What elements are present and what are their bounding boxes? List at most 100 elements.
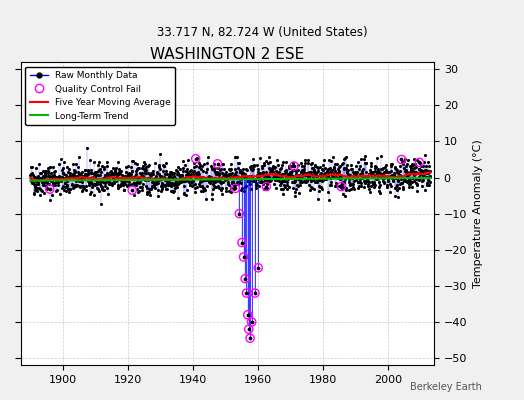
Point (104, 176, 112, 183)
Point (425, 163, 433, 170)
Point (172, 178, 180, 184)
Point (304, 156, 312, 163)
Point (92, 176, 100, 183)
Point (343, 166, 352, 173)
Point (264, 160, 272, 166)
Point (245, 326, 253, 332)
Point (286, 169, 294, 176)
Point (177, 178, 185, 184)
Point (157, 188, 165, 194)
Point (254, 176, 262, 182)
Point (368, 174, 376, 180)
Point (50, 173, 58, 180)
Point (347, 166, 355, 172)
Point (356, 178, 364, 185)
Point (87, 167, 95, 173)
Point (208, 191, 216, 197)
Point (69, 161, 77, 167)
Point (235, 210, 244, 217)
Point (290, 163, 298, 169)
Point (323, 168, 331, 174)
Point (252, 180, 260, 186)
Point (392, 175, 400, 181)
Point (122, 175, 130, 182)
Point (185, 173, 193, 179)
Point (139, 163, 147, 169)
Point (285, 184, 293, 190)
Point (251, 290, 259, 296)
Point (82, 172, 91, 178)
Point (283, 179, 291, 186)
Point (165, 177, 173, 183)
Point (160, 174, 168, 181)
Point (47, 175, 55, 182)
Point (167, 174, 175, 180)
Point (77, 182, 85, 189)
Point (196, 176, 204, 182)
Point (62, 172, 71, 178)
Point (38, 188, 47, 194)
Point (383, 168, 391, 175)
Point (412, 181, 421, 187)
Point (66, 170, 74, 176)
Point (160, 163, 169, 169)
Point (323, 173, 332, 179)
Point (143, 184, 151, 191)
Point (30, 191, 38, 198)
Point (100, 187, 108, 193)
Point (290, 179, 299, 185)
Point (258, 178, 267, 185)
Point (125, 178, 134, 185)
Point (333, 170, 341, 176)
Point (356, 171, 365, 177)
Point (320, 157, 329, 163)
Point (413, 174, 422, 181)
Point (383, 173, 391, 179)
Point (140, 161, 149, 168)
Point (67, 174, 75, 180)
Point (305, 176, 314, 182)
Point (362, 178, 370, 184)
Point (132, 182, 140, 189)
Point (380, 173, 389, 179)
Point (405, 171, 413, 178)
Point (422, 162, 430, 169)
Point (190, 168, 198, 174)
Point (196, 174, 205, 180)
Point (215, 167, 224, 174)
Point (116, 175, 124, 182)
Point (198, 182, 206, 189)
Point (214, 165, 222, 172)
Point (278, 178, 287, 185)
Point (245, 164, 254, 170)
Point (119, 179, 127, 186)
Point (113, 170, 122, 177)
Point (309, 165, 317, 171)
Point (60, 187, 68, 193)
Point (194, 181, 203, 187)
Point (211, 169, 219, 175)
Point (75, 184, 84, 190)
Point (230, 182, 238, 188)
Point (50, 180, 58, 186)
Point (246, 335, 254, 341)
Point (417, 163, 425, 170)
Point (129, 158, 137, 164)
Point (339, 160, 347, 167)
Point (186, 174, 194, 180)
Point (238, 169, 247, 176)
Point (182, 176, 190, 183)
Point (265, 154, 273, 160)
Point (378, 175, 386, 182)
Point (321, 176, 330, 182)
Point (410, 172, 419, 179)
Point (61, 188, 70, 194)
Point (169, 188, 177, 194)
Point (274, 175, 282, 181)
Point (291, 177, 299, 184)
Point (161, 183, 169, 190)
Point (181, 161, 190, 168)
Point (73, 174, 82, 180)
Point (184, 178, 192, 184)
Point (191, 156, 200, 162)
